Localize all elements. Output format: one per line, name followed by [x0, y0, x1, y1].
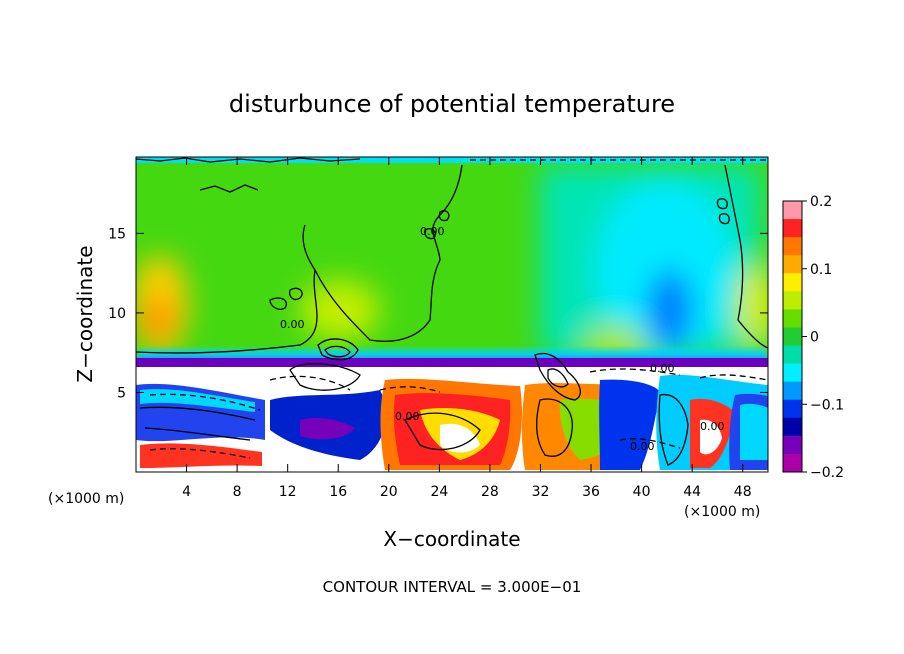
y-axis-label: Z−coordinate [73, 245, 97, 382]
x-tick-label: 32 [532, 484, 550, 500]
contour-label: 0.00 [650, 362, 675, 375]
blob-left-red [140, 443, 262, 468]
colorbar-swatch [783, 435, 802, 455]
colorbar-swatch [783, 237, 802, 256]
colorbar-tick-label: −0.1 [810, 397, 844, 413]
x-tick-label: 48 [734, 484, 752, 500]
blob-mid-purple [300, 417, 355, 440]
blob-center-white [440, 423, 480, 453]
contour-label: 0.00 [700, 420, 725, 433]
x-tick-label: 20 [380, 484, 398, 500]
colorbar-swatch [783, 345, 802, 365]
colorbar-tick-label: 0.2 [810, 194, 832, 210]
contour-interval-note: CONTOUR INTERVAL = 3.000E−01 [323, 578, 582, 596]
y-tick-label: 5 [117, 385, 126, 401]
contour-label: 0.00 [280, 318, 305, 331]
boundary-layer [136, 367, 768, 472]
x-tick-label: 8 [233, 484, 242, 500]
contour-loops-x45 [716, 198, 730, 225]
contour-lines [136, 157, 768, 466]
colorbar-tick-label: −0.2 [810, 465, 844, 481]
y-axis-ticks: 5 10 15 [108, 226, 768, 401]
chart-title: disturbunce of potential temperature [229, 90, 675, 118]
contour-labels: 0.00 0.00 0.00 0.00 0.00 0.00 [280, 225, 725, 453]
colorbar-swatch [783, 327, 802, 347]
boundary-contours [139, 393, 689, 466]
contour-label: 0.00 [630, 440, 655, 453]
x-unit-left: (×1000 m) [48, 491, 124, 507]
x-tick-label: 36 [582, 484, 600, 500]
contour-label: 0.00 [395, 410, 420, 423]
x-axis-ticks: 4 8 12 16 20 24 28 32 36 40 44 48 [182, 157, 752, 500]
cluster-x34 [534, 352, 581, 401]
dashed-contours [149, 159, 768, 459]
blob-left-cyan [140, 389, 255, 412]
cluster-x16 [289, 338, 361, 391]
blob-right-blue [599, 379, 660, 470]
x-tick-label: 28 [481, 484, 499, 500]
colorbar-swatch [783, 273, 802, 292]
plot-area: 0.00 0.00 0.00 0.00 0.00 0.00 [136, 157, 768, 472]
x-tick-label: 24 [430, 484, 448, 500]
y-tick-label: 15 [108, 226, 126, 242]
x-axis-label: X−coordinate [383, 527, 520, 551]
contour-loops-x24 [424, 210, 450, 240]
yellow-patch-right [737, 265, 768, 345]
colorbar-swatch [783, 363, 802, 383]
top-band [136, 157, 768, 163]
warm-inner-left [142, 300, 174, 340]
colorbar-swatch [783, 417, 802, 437]
upper-layer-field [136, 165, 768, 365]
dashed-boundary-left [149, 393, 261, 459]
zero-contour-right [724, 164, 768, 349]
x-unit-right: (×1000 m) [684, 504, 760, 520]
colorbar-swatch [783, 453, 802, 473]
colorbar-ticks: 0.2 0.1 0 −0.1 −0.2 [802, 194, 844, 481]
colorbar-swatch [783, 309, 802, 328]
colorbar-swatches [783, 201, 802, 473]
zigzag-top [136, 157, 361, 163]
colorbar-swatch [783, 255, 802, 274]
colorbar-tick-label: 0 [810, 330, 819, 346]
blue-core-x42 [648, 270, 692, 350]
x-tick-label: 40 [633, 484, 651, 500]
colorbar-tick-label: 0.1 [810, 262, 832, 278]
x-tick-label: 16 [329, 484, 347, 500]
colorbar-swatch [783, 381, 802, 401]
dashed-boundary-right [589, 368, 768, 449]
dashed-boundary-mid [269, 375, 441, 393]
colorbar-swatch [783, 201, 802, 220]
colorbar: 0.2 0.1 0 −0.1 −0.2 [782, 194, 844, 481]
x-tick-label: 12 [279, 484, 297, 500]
zigzag-mid [199, 184, 259, 193]
purple-band [136, 358, 768, 367]
y-tick-label: 10 [108, 306, 126, 322]
colorbar-swatch [783, 291, 802, 310]
blob-right-white [700, 419, 722, 455]
colorbar-swatch [783, 219, 802, 238]
colorbar-swatch [783, 399, 802, 419]
plot-frame [135, 156, 769, 473]
x-tick-label: 44 [683, 484, 701, 500]
x-tick-label: 4 [182, 484, 191, 500]
yellow-patch-x21 [300, 280, 380, 340]
zero-contour-main [136, 164, 463, 354]
cyan-region-x40 [595, 180, 735, 360]
contour-loops-x12 [269, 287, 303, 310]
blob-far-right-cyan [740, 403, 768, 460]
contour-label: 0.00 [420, 225, 445, 238]
